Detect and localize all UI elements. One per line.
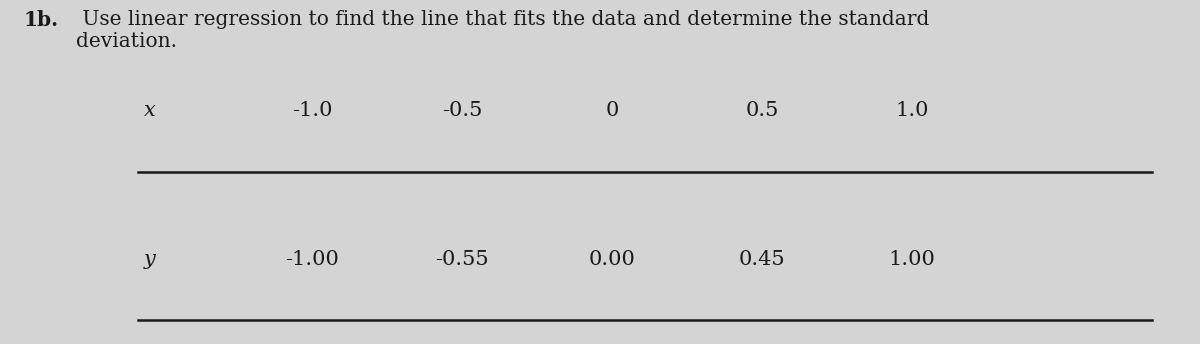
Text: x: x	[144, 100, 156, 120]
Text: y: y	[144, 250, 156, 269]
Text: -0.55: -0.55	[436, 250, 488, 269]
Text: Use linear regression to find the line that fits the data and determine the stan: Use linear regression to find the line t…	[76, 10, 929, 51]
Text: 1.00: 1.00	[888, 250, 936, 269]
Text: 1b.: 1b.	[24, 10, 59, 30]
Text: -0.5: -0.5	[442, 100, 482, 120]
Text: -1.00: -1.00	[286, 250, 338, 269]
Text: 0.45: 0.45	[739, 250, 785, 269]
Text: 0.5: 0.5	[745, 100, 779, 120]
Text: 0: 0	[605, 100, 619, 120]
Text: -1.0: -1.0	[292, 100, 332, 120]
Text: 0.00: 0.00	[588, 250, 636, 269]
Text: 1.0: 1.0	[895, 100, 929, 120]
